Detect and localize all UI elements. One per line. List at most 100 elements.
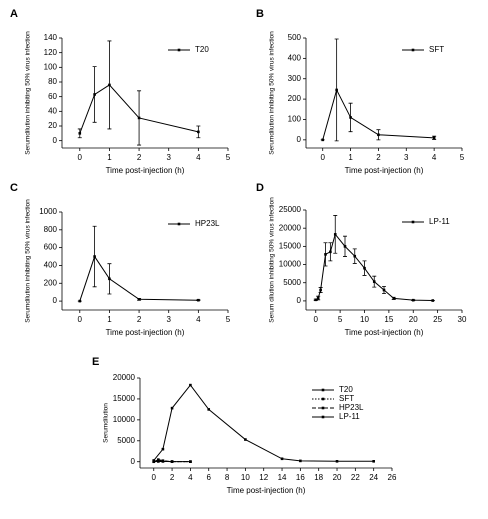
y-tick-label: 100 <box>44 62 58 71</box>
y-tick-label: 100 <box>288 115 302 124</box>
x-tick-label: 5 <box>226 315 231 324</box>
y-tick-label: 120 <box>44 48 58 57</box>
y-tick-label: 60 <box>48 92 57 101</box>
x-tick-label: 4 <box>432 153 437 162</box>
x-axis-label: Time post-injection (h) <box>345 328 424 337</box>
y-tick-label: 140 <box>44 33 58 42</box>
x-tick-label: 1 <box>107 153 112 162</box>
x-tick-label: 10 <box>241 473 250 482</box>
data-point <box>349 116 352 119</box>
x-axis-label: Time post-injection (h) <box>106 328 185 337</box>
panel: C 0 200 400 600 800 1000 0 1 2 3 4 5 Time post-inject… <box>10 182 231 337</box>
x-tick-label: 3 <box>166 315 171 324</box>
data-point <box>189 460 192 463</box>
data-point <box>324 253 327 256</box>
x-tick-label: 2 <box>170 473 175 482</box>
data-point <box>333 233 337 236</box>
x-tick-label: 22 <box>351 473 360 482</box>
data-point <box>137 116 141 120</box>
y-tick-label: 1000 <box>39 207 57 216</box>
data-point <box>170 406 174 410</box>
data-point <box>244 438 247 441</box>
data-point <box>189 383 192 387</box>
legend-label: SFT <box>339 394 354 403</box>
data-point <box>329 250 332 254</box>
x-tick-label: 12 <box>259 473 268 482</box>
data-point <box>207 408 211 411</box>
x-tick-label: 14 <box>278 473 287 482</box>
y-tick-label: 0 <box>131 457 136 466</box>
data-point <box>170 460 174 463</box>
x-tick-label: 20 <box>333 473 342 482</box>
y-tick-label: 10000 <box>279 260 302 269</box>
panel-letter: A <box>10 8 18 20</box>
x-tick-label: 2 <box>376 153 381 162</box>
x-tick-label: 24 <box>369 473 378 482</box>
y-tick-label: 5000 <box>283 278 301 287</box>
x-axis-label: Time post-injection (h) <box>345 166 424 175</box>
data-point <box>316 296 320 300</box>
y-tick-label: 10000 <box>113 415 136 424</box>
x-tick-label: 10 <box>360 315 369 324</box>
data-point <box>431 299 435 302</box>
data-point <box>382 288 386 292</box>
data-point <box>372 460 375 463</box>
legend-label: T20 <box>339 385 353 394</box>
legend-marker <box>177 48 181 52</box>
x-tick-label: 0 <box>320 153 325 162</box>
y-tick-label: 0 <box>297 296 302 305</box>
y-axis-label: Serumdilution inhibiting 50% virus infec… <box>25 31 32 155</box>
y-tick-label: 80 <box>48 77 57 86</box>
data-point <box>78 299 82 303</box>
y-axis-label: Serumdilution inhibiting 50% virus infec… <box>25 199 32 323</box>
data-point <box>335 88 338 92</box>
y-tick-label: 400 <box>44 261 58 270</box>
data-point <box>108 83 111 87</box>
data-point <box>137 298 141 301</box>
x-tick-label: 5 <box>460 153 465 162</box>
x-tick-label: 20 <box>409 315 418 324</box>
legend-marker <box>177 222 181 226</box>
panel: D 0 5000 10000 15000 20000 25000 0 5 10 15 20 25 30 Ti… <box>256 182 467 337</box>
data-point <box>152 459 156 462</box>
x-tick-label: 3 <box>404 153 409 162</box>
data-point <box>108 277 111 281</box>
x-tick-label: 0 <box>78 153 83 162</box>
data-point <box>432 136 436 140</box>
x-tick-label: 4 <box>196 315 201 324</box>
y-tick-label: 25000 <box>279 205 302 214</box>
data-point <box>372 280 376 283</box>
x-tick-label: 2 <box>137 315 142 324</box>
series-line <box>315 233 433 302</box>
y-tick-label: 40 <box>48 106 57 115</box>
panel-letter: C <box>10 182 18 194</box>
data-point <box>93 255 96 258</box>
y-tick-label: 200 <box>288 94 302 103</box>
y-tick-label: 5000 <box>117 436 135 445</box>
data-point <box>363 266 366 270</box>
data-point <box>335 460 339 463</box>
data-point <box>377 133 380 137</box>
x-tick-label: 26 <box>388 473 397 482</box>
x-tick-label: 5 <box>226 153 231 162</box>
data-point <box>314 298 318 302</box>
x-tick-label: 3 <box>166 153 171 162</box>
y-tick-label: 200 <box>44 278 58 287</box>
y-tick-label: 300 <box>288 74 302 83</box>
y-tick-label: 15000 <box>113 394 136 403</box>
x-tick-label: 6 <box>207 473 212 482</box>
legend-label: HP23L <box>339 403 364 412</box>
panel: B 0 100 200 300 400 500 0 1 2 3 4 5 Time post-injecti… <box>256 8 465 175</box>
panel-letter: D <box>256 182 264 194</box>
y-tick-label: 0 <box>53 296 58 305</box>
x-tick-label: 0 <box>152 473 157 482</box>
y-tick-label: 0 <box>297 135 302 144</box>
data-point <box>321 138 325 142</box>
data-point <box>93 93 96 96</box>
data-point <box>411 298 415 302</box>
x-tick-label: 1 <box>107 315 112 324</box>
x-axis-label: Time post-injection (h) <box>227 486 306 495</box>
data-point <box>197 130 200 134</box>
panel: A 0 20 40 60 80 100 120 140 0 1 2 3 4 5 Time post-injec… <box>10 8 231 175</box>
